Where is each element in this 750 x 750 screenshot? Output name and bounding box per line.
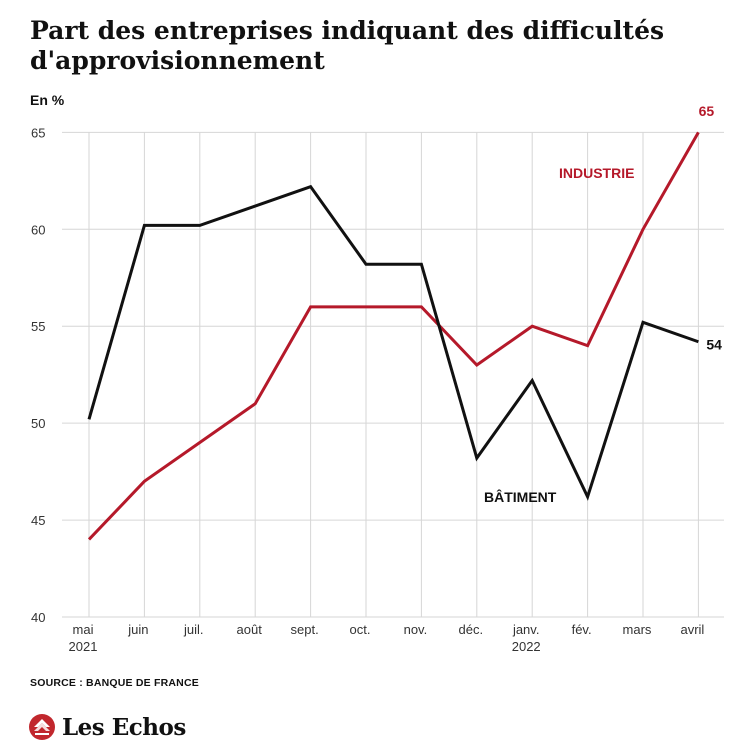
- industrie-series-label: INDUSTRIE: [559, 165, 634, 181]
- x-tick-label: déc.: [459, 622, 484, 637]
- unit-label: En %: [30, 92, 65, 108]
- brand-logo: Les Echos: [28, 710, 186, 744]
- x-tick-label: mars: [623, 622, 652, 637]
- line-chart: 40 45 50 55 60 65 mai 2021 juin juil. août sept. oct…: [31, 103, 724, 654]
- les-echos-logo-icon: [29, 714, 55, 740]
- x-tick-label: avril: [680, 622, 704, 637]
- batiment-series-label: BÂTIMENT: [484, 488, 557, 505]
- x-tick-sublabel: 2022: [512, 639, 541, 654]
- y-tick-label: 60: [31, 222, 45, 237]
- x-tick-label: fév.: [572, 622, 592, 637]
- x-tick-label: juin: [127, 622, 148, 637]
- chart-title: Part des entreprises indiquant des diffi…: [30, 16, 720, 76]
- batiment-line: [87, 184, 699, 501]
- y-tick-label: 45: [31, 513, 45, 528]
- x-tick-label: mai: [73, 622, 94, 637]
- y-tick-label: 65: [31, 125, 45, 140]
- source-note: SOURCE : BANQUE DE FRANCE: [30, 677, 199, 689]
- x-tick-label: janv.: [512, 622, 540, 637]
- x-tick-sublabel: 2021: [69, 639, 98, 654]
- x-tick-label: sept.: [291, 622, 319, 637]
- y-tick-label: 50: [31, 416, 45, 431]
- batiment-end-label: 54: [706, 337, 722, 353]
- chart-title-line-1: Part des entreprises indiquant des diffi…: [30, 16, 665, 45]
- x-tick-label: août: [237, 622, 263, 637]
- industrie-end-label: 65: [699, 103, 715, 119]
- x-tick-label: nov.: [404, 622, 428, 637]
- industrie-line: [87, 131, 700, 541]
- y-tick-label: 55: [31, 319, 45, 334]
- x-tick-label: oct.: [350, 622, 371, 637]
- brand-name: Les Echos: [62, 713, 186, 741]
- x-tick-label: juil.: [183, 622, 204, 637]
- chart-title-line-2: d'approvisionnement: [30, 46, 325, 75]
- y-tick-label: 40: [31, 610, 45, 625]
